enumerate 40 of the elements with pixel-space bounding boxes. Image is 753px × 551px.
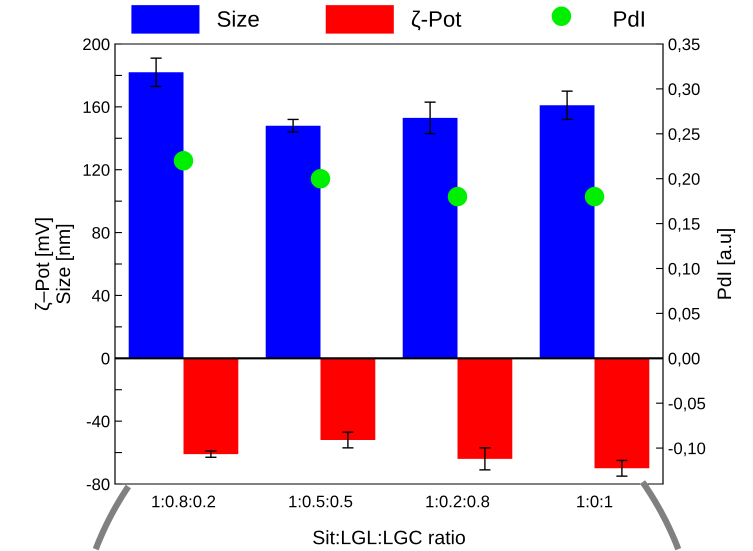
point bbox=[584, 186, 604, 206]
bar bbox=[594, 358, 650, 468]
legend-label: Size bbox=[218, 10, 259, 27]
y2-tick-label: 0,15 bbox=[668, 218, 700, 232]
x-axis-title: Sit:LGL:LGC ratio bbox=[313, 530, 465, 544]
y2-tick-label: 0,25 bbox=[668, 128, 700, 142]
y2-tick-label: 0,10 bbox=[668, 262, 700, 277]
legend-label: ζ-Pot bbox=[412, 10, 462, 30]
bar bbox=[128, 72, 184, 358]
y2-tick-label: 0,20 bbox=[668, 173, 700, 187]
y2-tick-label: 0,35 bbox=[668, 38, 700, 52]
point bbox=[448, 186, 468, 206]
y-tick-label: 0 bbox=[102, 352, 110, 364]
y2-axis-title: PdI [a.u] bbox=[716, 229, 736, 299]
y-tick-label: 200 bbox=[83, 38, 110, 50]
y-tick-label: 120 bbox=[84, 164, 110, 176]
y2-tick-label: 0,05 bbox=[668, 308, 700, 322]
y-tick-label: -40 bbox=[86, 416, 110, 428]
x-tick-label: 1:0:1 bbox=[577, 496, 612, 508]
y2-tick-label: 0,30 bbox=[668, 83, 700, 98]
y-tick-label: 80 bbox=[92, 226, 110, 239]
y-tick-label: -80 bbox=[86, 478, 110, 490]
point bbox=[174, 151, 194, 170]
bar bbox=[184, 358, 238, 454]
legend-label: PdI bbox=[614, 10, 644, 27]
y-tick-label: 160 bbox=[84, 101, 110, 114]
y-axis-title: ζ–Pot [mV] Size [nm] bbox=[34, 218, 74, 310]
y2-tick-label: 0,00 bbox=[668, 352, 700, 366]
y2-tick-label: -0,10 bbox=[668, 442, 706, 456]
bar bbox=[266, 126, 320, 358]
bar bbox=[540, 105, 594, 358]
x-tick-label: 1:0.8:0.2 bbox=[152, 496, 216, 508]
y2-tick-label: -0,05 bbox=[668, 398, 706, 412]
bar bbox=[402, 118, 458, 358]
x-tick-label: 1:0.2:0.8 bbox=[426, 496, 490, 508]
bar bbox=[320, 358, 376, 440]
x-tick-label: 1:0.5:0.5 bbox=[289, 496, 352, 508]
bar bbox=[458, 358, 512, 459]
y-tick-label: 40 bbox=[92, 290, 110, 302]
point bbox=[310, 168, 330, 188]
